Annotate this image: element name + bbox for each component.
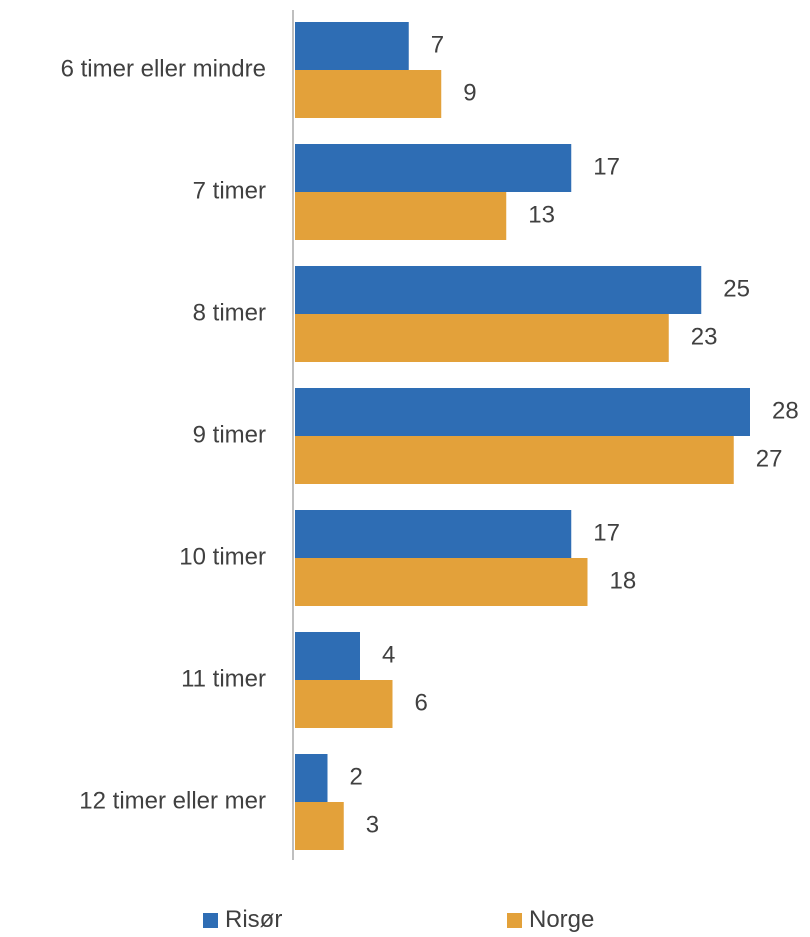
value-label-norge-9-timer: 27 bbox=[756, 445, 783, 472]
legend-label-norge: Norge bbox=[529, 906, 595, 933]
value-label-risor-11-timer: 4 bbox=[382, 641, 395, 668]
value-label-risor-7-timer: 17 bbox=[593, 153, 620, 180]
bar-norge-11-timer bbox=[295, 680, 393, 728]
value-label-norge-12-timer-eller-mer: 3 bbox=[366, 811, 379, 838]
category-labels-group: 6 timer eller mindre 7 timer 8 timer 9 time… bbox=[61, 55, 266, 814]
legend: Risør Norge bbox=[0, 903, 810, 937]
value-label-risor-6-timer-eller-mindre: 7 bbox=[431, 31, 444, 58]
value-label-norge-10-timer: 18 bbox=[610, 567, 637, 594]
bar-norge-8-timer bbox=[295, 314, 669, 362]
bar-risor-9-timer bbox=[295, 388, 750, 436]
bar-risor-10-timer bbox=[295, 510, 572, 558]
value-label-norge-8-timer: 23 bbox=[691, 323, 718, 350]
value-label-norge-11-timer: 6 bbox=[415, 689, 428, 716]
bars-group bbox=[295, 22, 750, 850]
bar-norge-10-timer bbox=[295, 558, 588, 606]
value-label-norge-7-timer: 13 bbox=[528, 201, 555, 228]
value-label-norge-6-timer-eller-mindre: 9 bbox=[463, 79, 476, 106]
bar-norge-12-timer-eller-mer bbox=[295, 802, 344, 850]
category-label-6-timer-eller-mindre: 6 timer eller mindre bbox=[61, 55, 266, 82]
legend-item-norge: Norge bbox=[507, 903, 594, 937]
bar-risor-12-timer-eller-mer bbox=[295, 754, 328, 802]
legend-swatch-risor bbox=[203, 912, 218, 928]
bar-norge-9-timer bbox=[295, 436, 734, 484]
bar-risor-6-timer-eller-mindre bbox=[295, 22, 409, 70]
bar-norge-6-timer-eller-mindre bbox=[295, 70, 442, 118]
category-label-12-timer-eller-mer: 12 timer eller mer bbox=[79, 787, 266, 814]
category-label-8-timer: 8 timer bbox=[193, 299, 266, 326]
category-label-9-timer: 9 timer bbox=[193, 421, 266, 448]
value-label-risor-9-timer: 28 bbox=[772, 397, 799, 424]
bar-risor-7-timer bbox=[295, 144, 572, 192]
legend-label-risor: Risør bbox=[225, 906, 283, 933]
value-label-risor-10-timer: 17 bbox=[593, 519, 620, 546]
category-label-11-timer: 11 timer bbox=[181, 665, 266, 692]
legend-swatch-norge bbox=[507, 912, 522, 928]
legend-item-risor: Risør bbox=[203, 903, 282, 937]
bar-norge-7-timer bbox=[295, 192, 507, 240]
category-label-7-timer: 7 timer bbox=[193, 177, 266, 204]
bar-risor-11-timer bbox=[295, 632, 360, 680]
bar-risor-8-timer bbox=[295, 266, 702, 314]
value-label-risor-8-timer: 25 bbox=[723, 275, 750, 302]
value-label-risor-12-timer-eller-mer: 2 bbox=[350, 763, 363, 790]
category-label-10-timer: 10 timer bbox=[179, 543, 266, 570]
